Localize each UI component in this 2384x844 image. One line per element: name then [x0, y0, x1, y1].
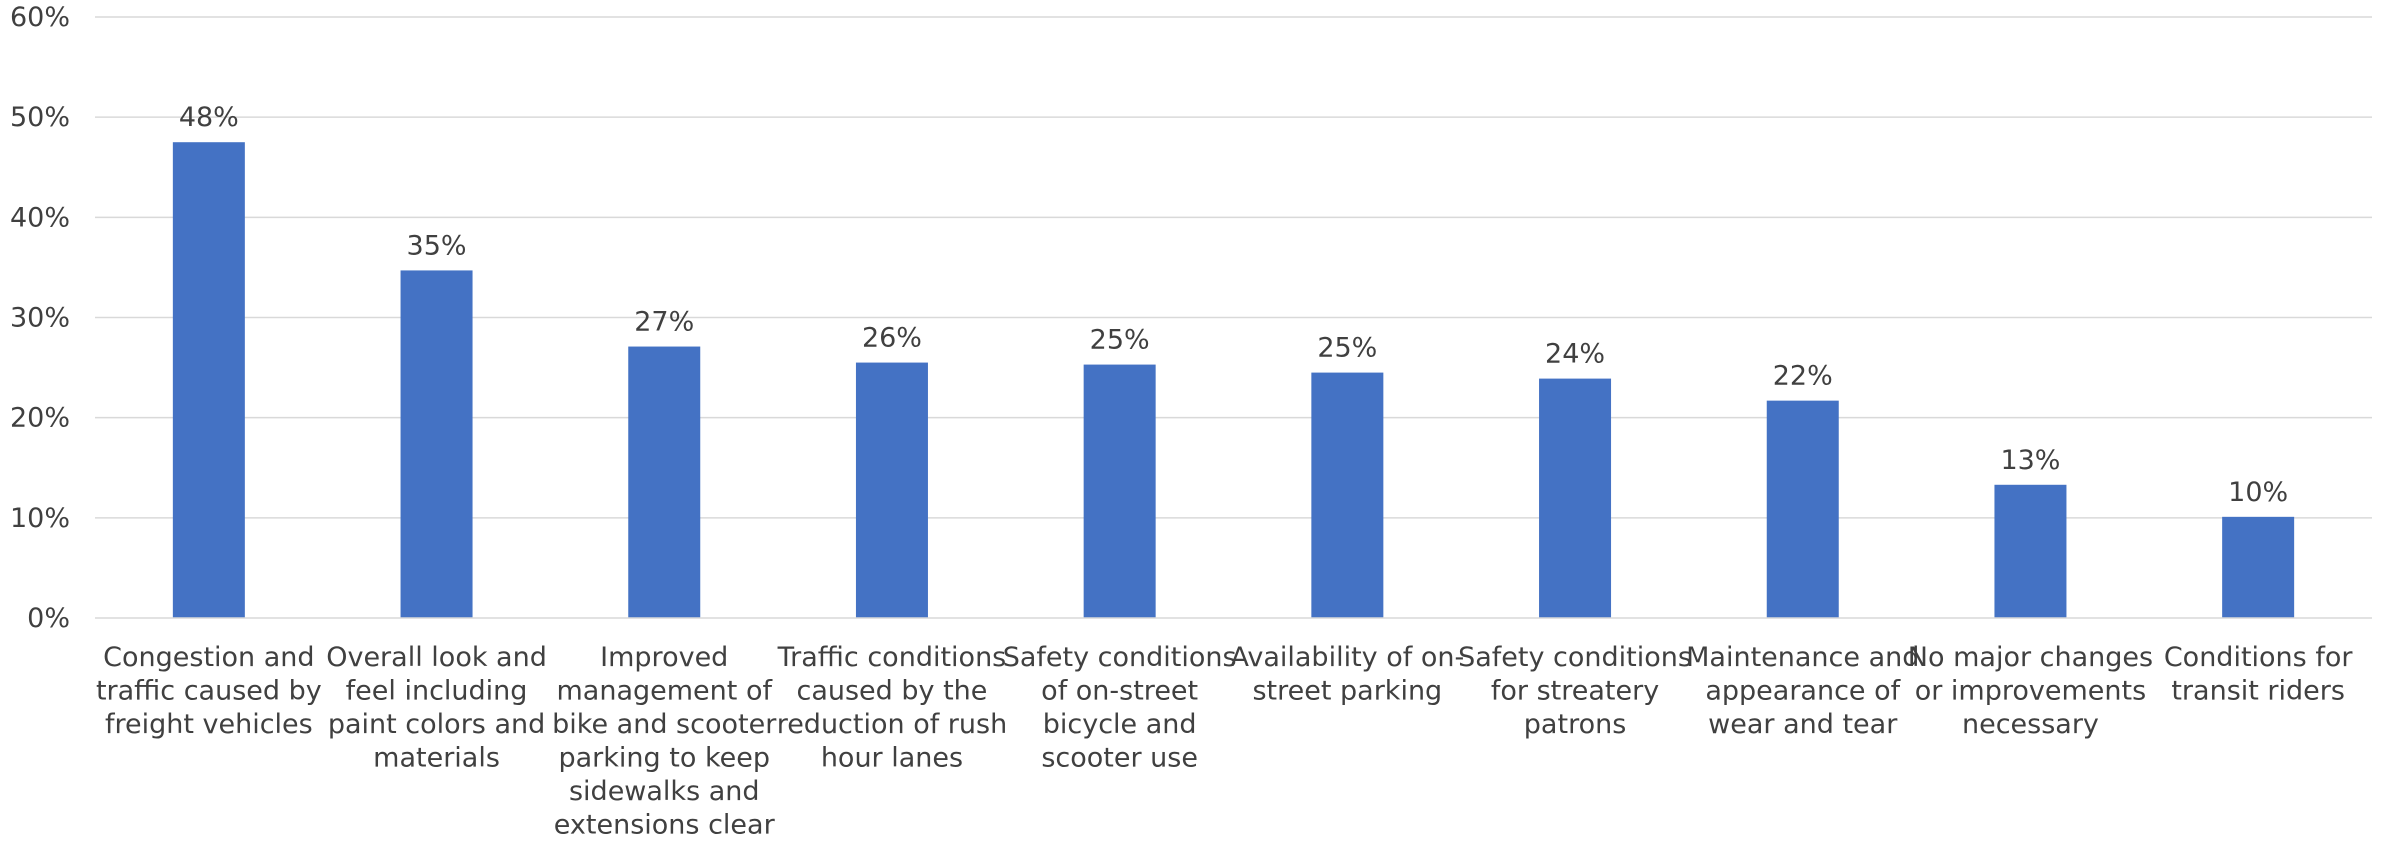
x-category-label: Conditions for transit riders — [2164, 642, 2354, 707]
x-category-label-line: feel including — [346, 676, 528, 707]
x-category-label: Improved management of bike and scooter par… — [552, 642, 777, 839]
x-category-label-line: parking to keep — [559, 743, 770, 774]
x-category-label-line: Congestion and — [103, 642, 314, 673]
data-label: 25% — [1317, 333, 1377, 364]
x-category-label-line: sidewalks and — [569, 776, 760, 807]
data-label: 27% — [634, 307, 694, 338]
bar — [1083, 364, 1156, 618]
bar — [1766, 400, 1839, 618]
x-category-label-line: Improved — [600, 642, 728, 673]
x-category-label: Overall look and feel including paint colo… — [326, 642, 547, 774]
x-category-label-line: hour lanes — [821, 743, 963, 774]
bar — [1539, 378, 1612, 618]
x-category-label-line: Safety conditions — [1003, 642, 1237, 673]
x-category-label-line: bike and scooter — [552, 709, 777, 740]
x-category-label-line: Overall look and — [326, 642, 547, 673]
y-tick-label: 50% — [10, 102, 70, 133]
x-category-label: Safety conditions of on-street bicycle and… — [1003, 642, 1237, 774]
bars — [172, 142, 2295, 619]
data-label: 48% — [179, 102, 239, 133]
bar — [1311, 372, 1384, 618]
data-label: 35% — [407, 230, 467, 261]
data-label: 24% — [1545, 339, 1605, 370]
y-axis-tick-labels: 0% 10% 20% 30% 40% 50% 60% — [10, 2, 70, 634]
x-category-label-line: necessary — [1962, 709, 2099, 740]
x-category-label-line: traffic caused by — [96, 676, 322, 707]
y-tick-label: 0% — [27, 603, 70, 634]
y-tick-label: 60% — [10, 2, 70, 33]
data-label: 10% — [2228, 477, 2288, 508]
bar — [1994, 484, 2067, 618]
gridlines — [95, 16, 2372, 519]
data-label: 26% — [862, 323, 922, 354]
data-label: 13% — [2000, 445, 2060, 476]
x-category-label-line: extensions clear — [554, 810, 776, 840]
x-category-label-line: scooter use — [1041, 743, 1198, 774]
x-category-label-line: for streatery — [1491, 676, 1659, 707]
x-category-label-line: paint colors and — [328, 709, 545, 740]
x-category-label-line: reduction of rush — [777, 709, 1008, 740]
x-category-label-line: caused by the — [796, 676, 987, 707]
x-category-label-line: appearance of — [1705, 676, 1901, 707]
x-category-label-line: transit riders — [2171, 676, 2345, 707]
x-category-label-line: patrons — [1524, 709, 1626, 740]
x-category-label: Congestion and traffic caused by freight v… — [96, 642, 322, 740]
x-category-label-line: Conditions for — [2164, 642, 2354, 673]
x-category-label: No major changes or improvements necessary — [1908, 642, 2153, 740]
bar — [628, 346, 701, 618]
y-tick-label: 20% — [10, 403, 70, 434]
x-category-label-line: or improvements — [1915, 676, 2146, 707]
x-category-label: Availability of on-street parking — [1230, 642, 1464, 707]
x-category-label-line: of on-street — [1041, 676, 1198, 707]
x-category-label-line: materials — [373, 743, 500, 774]
x-category-label-line: Traffic conditions — [777, 642, 1007, 673]
x-category-label: Maintenance and appearance of wear and tea… — [1686, 642, 1919, 740]
x-category-label-line: wear and tear — [1708, 709, 1898, 740]
data-labels: 48% 35% 27% 26% 25% 25% 24% 22% 13% 10% — [179, 102, 2288, 508]
x-category-label-line: Safety conditions — [1458, 642, 1692, 673]
x-category-label-line: management of — [557, 676, 774, 707]
data-label: 25% — [1090, 325, 1150, 356]
data-label: 22% — [1773, 361, 1833, 392]
y-tick-label: 30% — [10, 303, 70, 334]
x-category-label-line: street parking — [1252, 676, 1442, 707]
x-category-label-line: Maintenance and — [1686, 642, 1919, 673]
x-category-label-line: Availability of on- — [1230, 642, 1464, 673]
bar — [2222, 516, 2295, 618]
x-category-label-line: bicycle and — [1043, 709, 1197, 740]
y-tick-label: 40% — [10, 202, 70, 233]
bar — [855, 362, 928, 618]
x-category-label: Safety conditions for streatery patrons — [1458, 642, 1692, 740]
y-tick-label: 10% — [10, 503, 70, 534]
x-category-label-line: No major changes — [1908, 642, 2153, 673]
x-category-label: Traffic conditions caused by the reduction… — [777, 642, 1008, 774]
x-category-label-line: freight vehicles — [105, 709, 313, 740]
bar — [172, 142, 245, 619]
x-axis-category-labels: Congestion and traffic caused by freight v… — [96, 642, 2354, 841]
bar — [400, 270, 473, 618]
